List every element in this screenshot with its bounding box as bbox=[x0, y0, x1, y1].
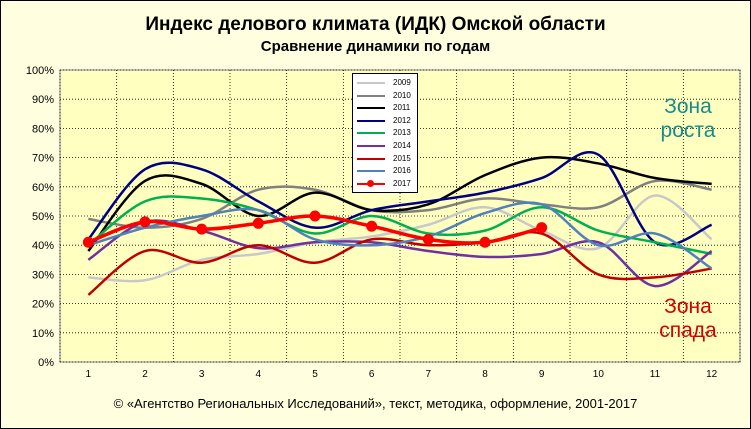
series-point-2017 bbox=[479, 236, 491, 248]
series-line-2012 bbox=[87, 151, 713, 247]
legend-swatch bbox=[357, 94, 385, 97]
legend-item-2009: 2009 bbox=[357, 77, 415, 89]
growth-zone-label-line2: роста bbox=[660, 119, 716, 142]
legend-item-2012: 2012 bbox=[357, 115, 415, 127]
legend-swatch bbox=[357, 145, 385, 147]
x-tick-label: 9 bbox=[539, 369, 545, 380]
decline-zone-label-line1: Зона bbox=[664, 295, 712, 318]
legend-item-2017: 2017 bbox=[357, 178, 415, 190]
legend-label: 2014 bbox=[393, 141, 411, 150]
x-tick-label: 4 bbox=[256, 369, 262, 380]
x-tick-label: 12 bbox=[706, 369, 718, 380]
y-tick-label: 70% bbox=[32, 153, 54, 165]
series-point-2017 bbox=[309, 210, 321, 222]
series-line-2011 bbox=[87, 155, 712, 252]
y-tick-label: 40% bbox=[32, 240, 54, 252]
y-tick-label: 20% bbox=[32, 299, 54, 311]
x-tick-label: 5 bbox=[312, 369, 318, 380]
series-line-2010 bbox=[88, 179, 712, 229]
y-tick-label: 10% bbox=[32, 328, 54, 340]
series-line-2016 bbox=[87, 201, 713, 270]
legend-label: 2010 bbox=[393, 90, 411, 100]
legend-label: 2016 bbox=[393, 166, 411, 176]
x-tick-label: 7 bbox=[426, 369, 432, 380]
legend-label: 2015 bbox=[393, 153, 411, 163]
series-point-2017 bbox=[366, 220, 378, 232]
legend-swatch bbox=[357, 157, 385, 160]
series-point-2017 bbox=[82, 236, 94, 248]
series-point-2017 bbox=[139, 216, 151, 228]
series-point-2017 bbox=[252, 217, 264, 229]
y-tick-label: 100% bbox=[26, 65, 54, 77]
legend-item-2013: 2013 bbox=[357, 127, 415, 139]
copyright-text: © «Агентство Региональных Исследований»,… bbox=[113, 396, 638, 411]
legend-swatch bbox=[357, 119, 385, 122]
legend-label: 2013 bbox=[393, 128, 411, 138]
legend-item-2016: 2016 bbox=[357, 165, 415, 177]
y-tick-label: 80% bbox=[32, 123, 54, 135]
growth-zone-label-line1: Зона bbox=[664, 95, 712, 118]
x-tick-label: 11 bbox=[650, 369, 661, 380]
legend-label: 2017 bbox=[393, 178, 411, 188]
chart-legend: 2009 2010 2011 2012 2013 2014 2015 2016 2017 bbox=[352, 73, 418, 193]
legend-item-2010: 2010 bbox=[357, 90, 415, 102]
series-point-2017 bbox=[422, 233, 434, 245]
x-tick-label: 3 bbox=[199, 369, 205, 380]
legend-swatch bbox=[357, 107, 385, 110]
legend-swatch bbox=[357, 170, 385, 173]
y-tick-label: 0% bbox=[38, 357, 54, 369]
legend-label: 2011 bbox=[393, 103, 411, 113]
series-line-2013 bbox=[87, 195, 712, 256]
chart-title: Индекс делового климата (ИДК) Омской обл… bbox=[145, 14, 606, 35]
legend-item-2014: 2014 bbox=[357, 140, 415, 152]
legend-label: 2009 bbox=[393, 78, 411, 87]
series-point-2017 bbox=[196, 223, 208, 235]
y-tick-label: 30% bbox=[32, 269, 54, 281]
series-point-2017 bbox=[536, 222, 548, 234]
x-tick-label: 2 bbox=[142, 369, 148, 380]
x-tick-label: 1 bbox=[86, 369, 92, 380]
growth-zone-label: Зона роста bbox=[648, 95, 728, 143]
y-tick-label: 90% bbox=[32, 94, 54, 106]
decline-zone-label-line2: спада bbox=[659, 319, 717, 342]
y-tick-label: 60% bbox=[32, 182, 54, 194]
legend-marker bbox=[367, 179, 374, 187]
x-tick-label: 6 bbox=[369, 369, 375, 380]
y-tick-label: 50% bbox=[32, 211, 54, 223]
decline-zone-label: Зона спада bbox=[648, 295, 728, 343]
x-tick-label: 8 bbox=[482, 369, 488, 380]
legend-swatch bbox=[357, 82, 385, 84]
legend-item-2011: 2011 bbox=[357, 102, 415, 114]
legend-swatch bbox=[357, 132, 385, 135]
series-line-2015 bbox=[87, 231, 712, 296]
chart-subtitle: Сравнение динамики по годам bbox=[260, 38, 491, 55]
legend-label: 2012 bbox=[393, 115, 411, 125]
legend-item-2015: 2015 bbox=[357, 153, 415, 165]
x-tick-label: 10 bbox=[593, 369, 605, 380]
